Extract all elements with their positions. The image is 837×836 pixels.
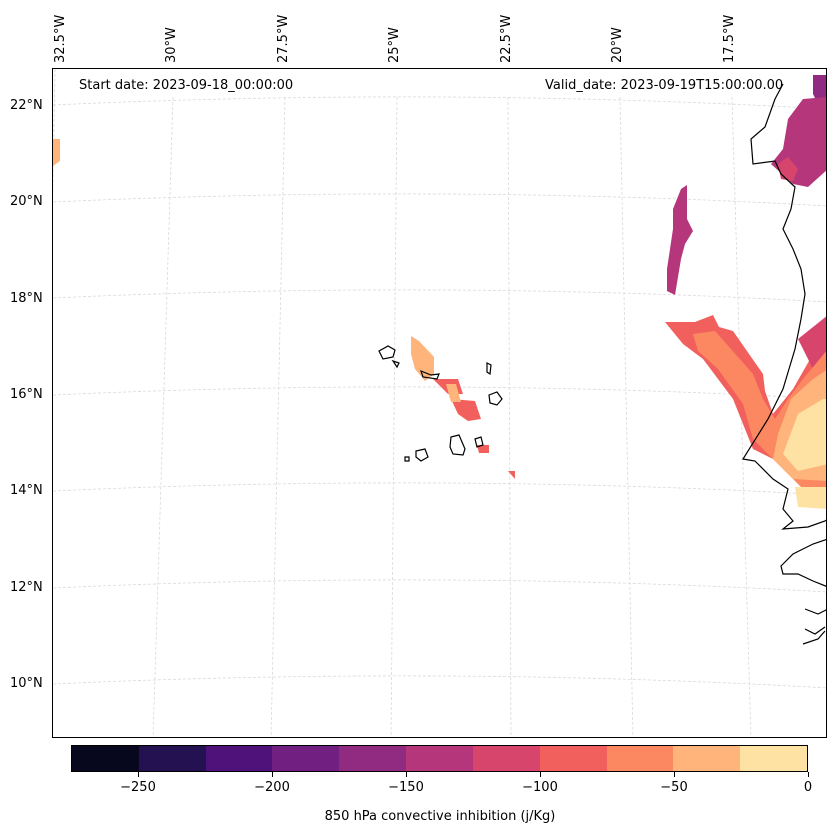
colorbar-cell — [272, 746, 340, 771]
colorbar-tick — [539, 772, 541, 777]
cin-band-north — [771, 97, 826, 187]
cin-band-north-dark — [813, 75, 826, 104]
cin-contours — [53, 75, 826, 509]
lon-label-27-5w: 27.5°W — [276, 14, 291, 63]
colorbar-tick — [137, 772, 139, 777]
meridian-25w — [390, 96, 398, 737]
meridian-30w — [152, 96, 174, 737]
cin-coastal-dark — [798, 316, 826, 369]
start-date-label: Start date: 2023-09-18_00:00:00 — [79, 78, 294, 93]
lat-label-14n: 14°N — [10, 483, 43, 498]
cin-streak-upper — [667, 185, 693, 295]
colorbar-tick — [405, 772, 407, 777]
colorbar-cell — [72, 746, 139, 771]
island-santo-antao — [378, 345, 396, 360]
colorbar-tick — [271, 772, 273, 777]
lon-label-32-5w: 32.5°W — [53, 14, 68, 63]
colorbar-tick-label: 0 — [803, 780, 813, 795]
lon-label-22-5w: 22.5°W — [499, 14, 514, 63]
cin-patch-northwest — [53, 139, 60, 166]
meridian-27-5w — [270, 96, 286, 737]
coastline-guinea — [802, 608, 826, 645]
map-panel — [52, 68, 827, 738]
cin-island-red-d — [508, 471, 515, 479]
parallel-16n — [53, 386, 826, 400]
lat-label-12n: 12°N — [10, 580, 43, 595]
colorbar-tick — [673, 772, 675, 777]
colorbar-cell — [138, 746, 206, 771]
parallel-22n — [53, 96, 826, 110]
island-sao-vicente — [391, 359, 400, 369]
colorbar-tick-label: −150 — [388, 780, 424, 795]
lon-label-25w: 25°W — [387, 27, 402, 63]
cin-coastal-yellow — [783, 399, 826, 471]
colorbar-cell — [539, 746, 607, 771]
lat-label-16n: 16°N — [10, 387, 43, 402]
parallel-18n — [53, 289, 826, 303]
lon-label-17-5w: 17.5°W — [722, 14, 737, 63]
colorbar-cell — [406, 746, 473, 771]
island-boa-vista — [488, 391, 503, 406]
cin-island-peach — [411, 336, 434, 381]
lat-label-22n: 22°N — [10, 98, 43, 113]
island-santiago — [449, 434, 466, 456]
colorbar-tick-label: −250 — [120, 780, 156, 795]
lat-label-10n: 10°N — [10, 676, 43, 691]
lat-label-18n: 18°N — [10, 291, 43, 306]
colorbar-cell — [472, 746, 540, 771]
colorbar-tick — [807, 772, 809, 777]
parallel-10n — [53, 675, 826, 689]
coastline-africa — [742, 83, 826, 530]
island-maio — [474, 436, 484, 448]
cin-band-north-inner — [778, 157, 798, 181]
colorbar-cell — [673, 746, 741, 771]
lon-label-30w: 30°W — [164, 27, 179, 63]
valid-date-label: Valid_date: 2023-09-19T15:00:00.00 — [545, 78, 784, 93]
island-fogo — [415, 448, 429, 462]
parallel-14n — [53, 482, 826, 496]
parallel-12n — [53, 579, 826, 593]
island-sal — [486, 362, 492, 376]
cin-island-peach-b — [446, 384, 461, 402]
colorbar-cell — [339, 746, 407, 771]
cin-island-red-c — [477, 445, 489, 453]
parallel-20n — [53, 193, 826, 207]
graticule — [53, 69, 826, 737]
meridian-20w — [619, 96, 634, 737]
colorbar-label: 850 hPa convective inhibition (j/Kg) — [324, 809, 556, 824]
colorbar-cell — [205, 746, 273, 771]
cin-island-red-b — [451, 399, 481, 421]
coastlines — [378, 83, 826, 645]
colorbar — [71, 745, 808, 772]
cin-coastal-yellow-2 — [795, 487, 826, 509]
colorbar-cell — [606, 746, 674, 771]
meridian-32-5w — [53, 69, 56, 204]
colorbar-tick-label: −50 — [660, 780, 688, 795]
colorbar-tick-label: −100 — [522, 780, 558, 795]
coastline-africa-south — [780, 539, 826, 587]
colorbar-cell — [740, 746, 807, 771]
lat-label-20n: 20°N — [10, 194, 43, 209]
lon-label-20w: 20°W — [610, 27, 625, 63]
map-canvas — [53, 69, 826, 737]
colorbar-tick-label: −200 — [254, 780, 290, 795]
meridian-22-5w — [507, 96, 512, 737]
island-brava — [404, 456, 410, 462]
island-sao-nicolau — [420, 369, 440, 380]
